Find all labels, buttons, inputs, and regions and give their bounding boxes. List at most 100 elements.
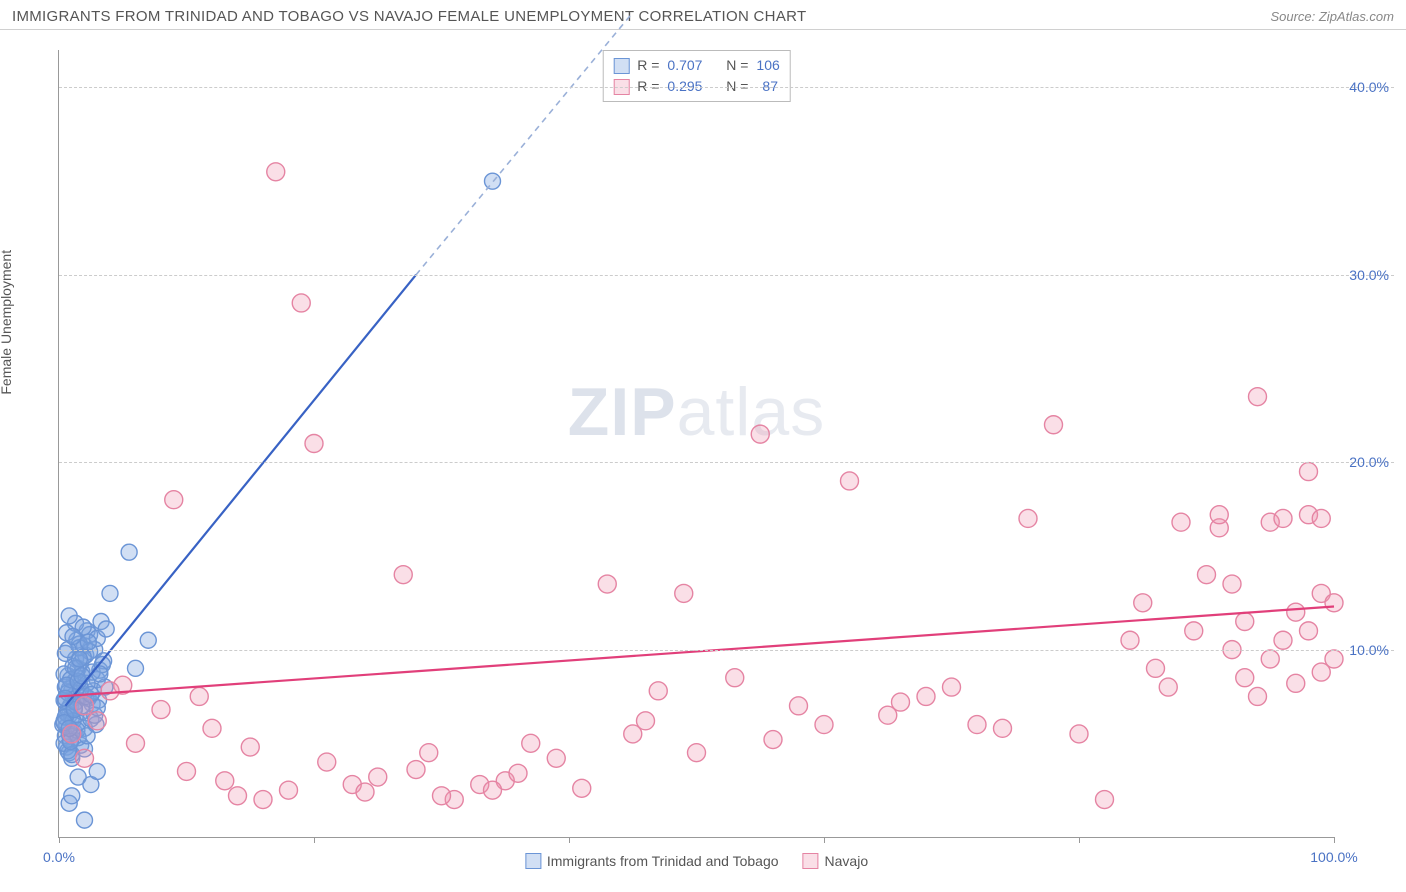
- scatter-point-trinidad: [77, 812, 93, 828]
- scatter-point-navajo: [547, 749, 565, 767]
- source-name: ZipAtlas.com: [1319, 9, 1394, 24]
- scatter-point-navajo: [598, 575, 616, 593]
- scatter-point-navajo: [63, 725, 81, 743]
- scatter-point-navajo: [522, 734, 540, 752]
- scatter-point-navajo: [1198, 566, 1216, 584]
- scatter-point-trinidad: [71, 651, 87, 667]
- scatter-point-navajo: [1236, 669, 1254, 687]
- x-tick: [824, 837, 825, 843]
- scatter-point-navajo: [1236, 613, 1254, 631]
- scatter-point-navajo: [1134, 594, 1152, 612]
- scatter-point-navajo: [1325, 650, 1343, 668]
- scatter-point-navajo: [305, 435, 323, 453]
- n-label: N =: [726, 55, 748, 76]
- scatter-point-navajo: [1274, 631, 1292, 649]
- scatter-point-navajo: [1159, 678, 1177, 696]
- scatter-point-navajo: [790, 697, 808, 715]
- scatter-point-trinidad: [64, 788, 80, 804]
- series-legend: Immigrants from Trinidad and Tobago Nava…: [525, 853, 868, 869]
- scatter-point-trinidad: [140, 632, 156, 648]
- scatter-point-navajo: [994, 719, 1012, 737]
- scatter-point-navajo: [369, 768, 387, 786]
- scatter-point-navajo: [1121, 631, 1139, 649]
- scatter-point-navajo: [1096, 791, 1114, 809]
- scatter-point-navajo: [229, 787, 247, 805]
- scatter-point-navajo: [267, 163, 285, 181]
- scatter-point-navajo: [292, 294, 310, 312]
- scatter-point-trinidad: [79, 728, 95, 744]
- scatter-point-trinidad: [80, 634, 96, 650]
- scatter-point-navajo: [1249, 687, 1267, 705]
- scatter-point-navajo: [203, 719, 221, 737]
- scatter-svg: [59, 50, 1334, 837]
- scatter-point-trinidad: [98, 621, 114, 637]
- scatter-point-trinidad: [89, 763, 105, 779]
- scatter-point-navajo: [917, 687, 935, 705]
- scatter-point-navajo: [433, 787, 451, 805]
- source-prefix: Source:: [1270, 9, 1318, 24]
- y-tick-label: 30.0%: [1349, 267, 1389, 283]
- legend-item-trinidad: Immigrants from Trinidad and Tobago: [525, 853, 779, 869]
- scatter-point-navajo: [509, 764, 527, 782]
- scatter-point-navajo: [764, 731, 782, 749]
- scatter-point-trinidad: [61, 608, 77, 624]
- scatter-point-navajo: [101, 682, 119, 700]
- chart-title: IMMIGRANTS FROM TRINIDAD AND TOBAGO VS N…: [12, 8, 806, 25]
- plot-area: ZIPatlas R = 0.707 N = 106 R = 0.295 N =…: [58, 50, 1334, 838]
- regression-line-navajo: [59, 607, 1334, 697]
- scatter-point-navajo: [1249, 388, 1267, 406]
- scatter-point-navajo: [1172, 513, 1190, 531]
- scatter-point-navajo: [1312, 509, 1330, 527]
- scatter-point-navajo: [726, 669, 744, 687]
- header-bar: IMMIGRANTS FROM TRINIDAD AND TOBAGO VS N…: [0, 0, 1406, 30]
- y-tick-label: 20.0%: [1349, 454, 1389, 470]
- scatter-point-navajo: [76, 697, 94, 715]
- scatter-point-navajo: [675, 584, 693, 602]
- scatter-point-trinidad: [92, 666, 108, 682]
- scatter-point-navajo: [879, 706, 897, 724]
- scatter-point-navajo: [394, 566, 412, 584]
- scatter-point-navajo: [943, 678, 961, 696]
- r-value-trinidad: 0.707: [667, 55, 702, 76]
- source-attribution: Source: ZipAtlas.com: [1270, 9, 1394, 24]
- scatter-point-navajo: [815, 716, 833, 734]
- scatter-point-navajo: [165, 491, 183, 509]
- x-tick: [1334, 837, 1335, 843]
- scatter-point-navajo: [1261, 650, 1279, 668]
- scatter-point-navajo: [190, 687, 208, 705]
- legend-item-navajo: Navajo: [803, 853, 869, 869]
- scatter-point-trinidad: [74, 668, 90, 684]
- y-axis-label: Female Unemployment: [0, 250, 14, 395]
- scatter-point-navajo: [573, 779, 591, 797]
- scatter-point-navajo: [1287, 674, 1305, 692]
- swatch-trinidad: [525, 853, 541, 869]
- scatter-point-navajo: [152, 701, 170, 719]
- scatter-point-trinidad: [102, 585, 118, 601]
- scatter-point-navajo: [1223, 575, 1241, 593]
- scatter-point-navajo: [1019, 509, 1037, 527]
- scatter-point-navajo: [356, 783, 374, 801]
- scatter-point-trinidad: [121, 544, 137, 560]
- x-tick: [1079, 837, 1080, 843]
- scatter-point-navajo: [1210, 506, 1228, 524]
- gridline: [59, 462, 1394, 463]
- scatter-point-navajo: [1185, 622, 1203, 640]
- scatter-point-navajo: [968, 716, 986, 734]
- scatter-point-navajo: [76, 749, 94, 767]
- scatter-point-navajo: [484, 781, 502, 799]
- scatter-point-navajo: [420, 744, 438, 762]
- scatter-point-trinidad: [65, 629, 81, 645]
- scatter-point-navajo: [1325, 594, 1343, 612]
- scatter-point-navajo: [1287, 603, 1305, 621]
- swatch-trinidad: [613, 58, 629, 74]
- scatter-point-navajo: [254, 791, 272, 809]
- y-tick-label: 10.0%: [1349, 642, 1389, 658]
- scatter-point-navajo: [216, 772, 234, 790]
- scatter-point-navajo: [88, 712, 106, 730]
- x-tick: [314, 837, 315, 843]
- chart-container: Female Unemployment ZIPatlas R = 0.707 N…: [12, 38, 1394, 880]
- scatter-point-navajo: [127, 734, 145, 752]
- scatter-point-navajo: [407, 761, 425, 779]
- legend-row-trinidad: R = 0.707 N = 106: [613, 55, 780, 76]
- scatter-point-navajo: [751, 425, 769, 443]
